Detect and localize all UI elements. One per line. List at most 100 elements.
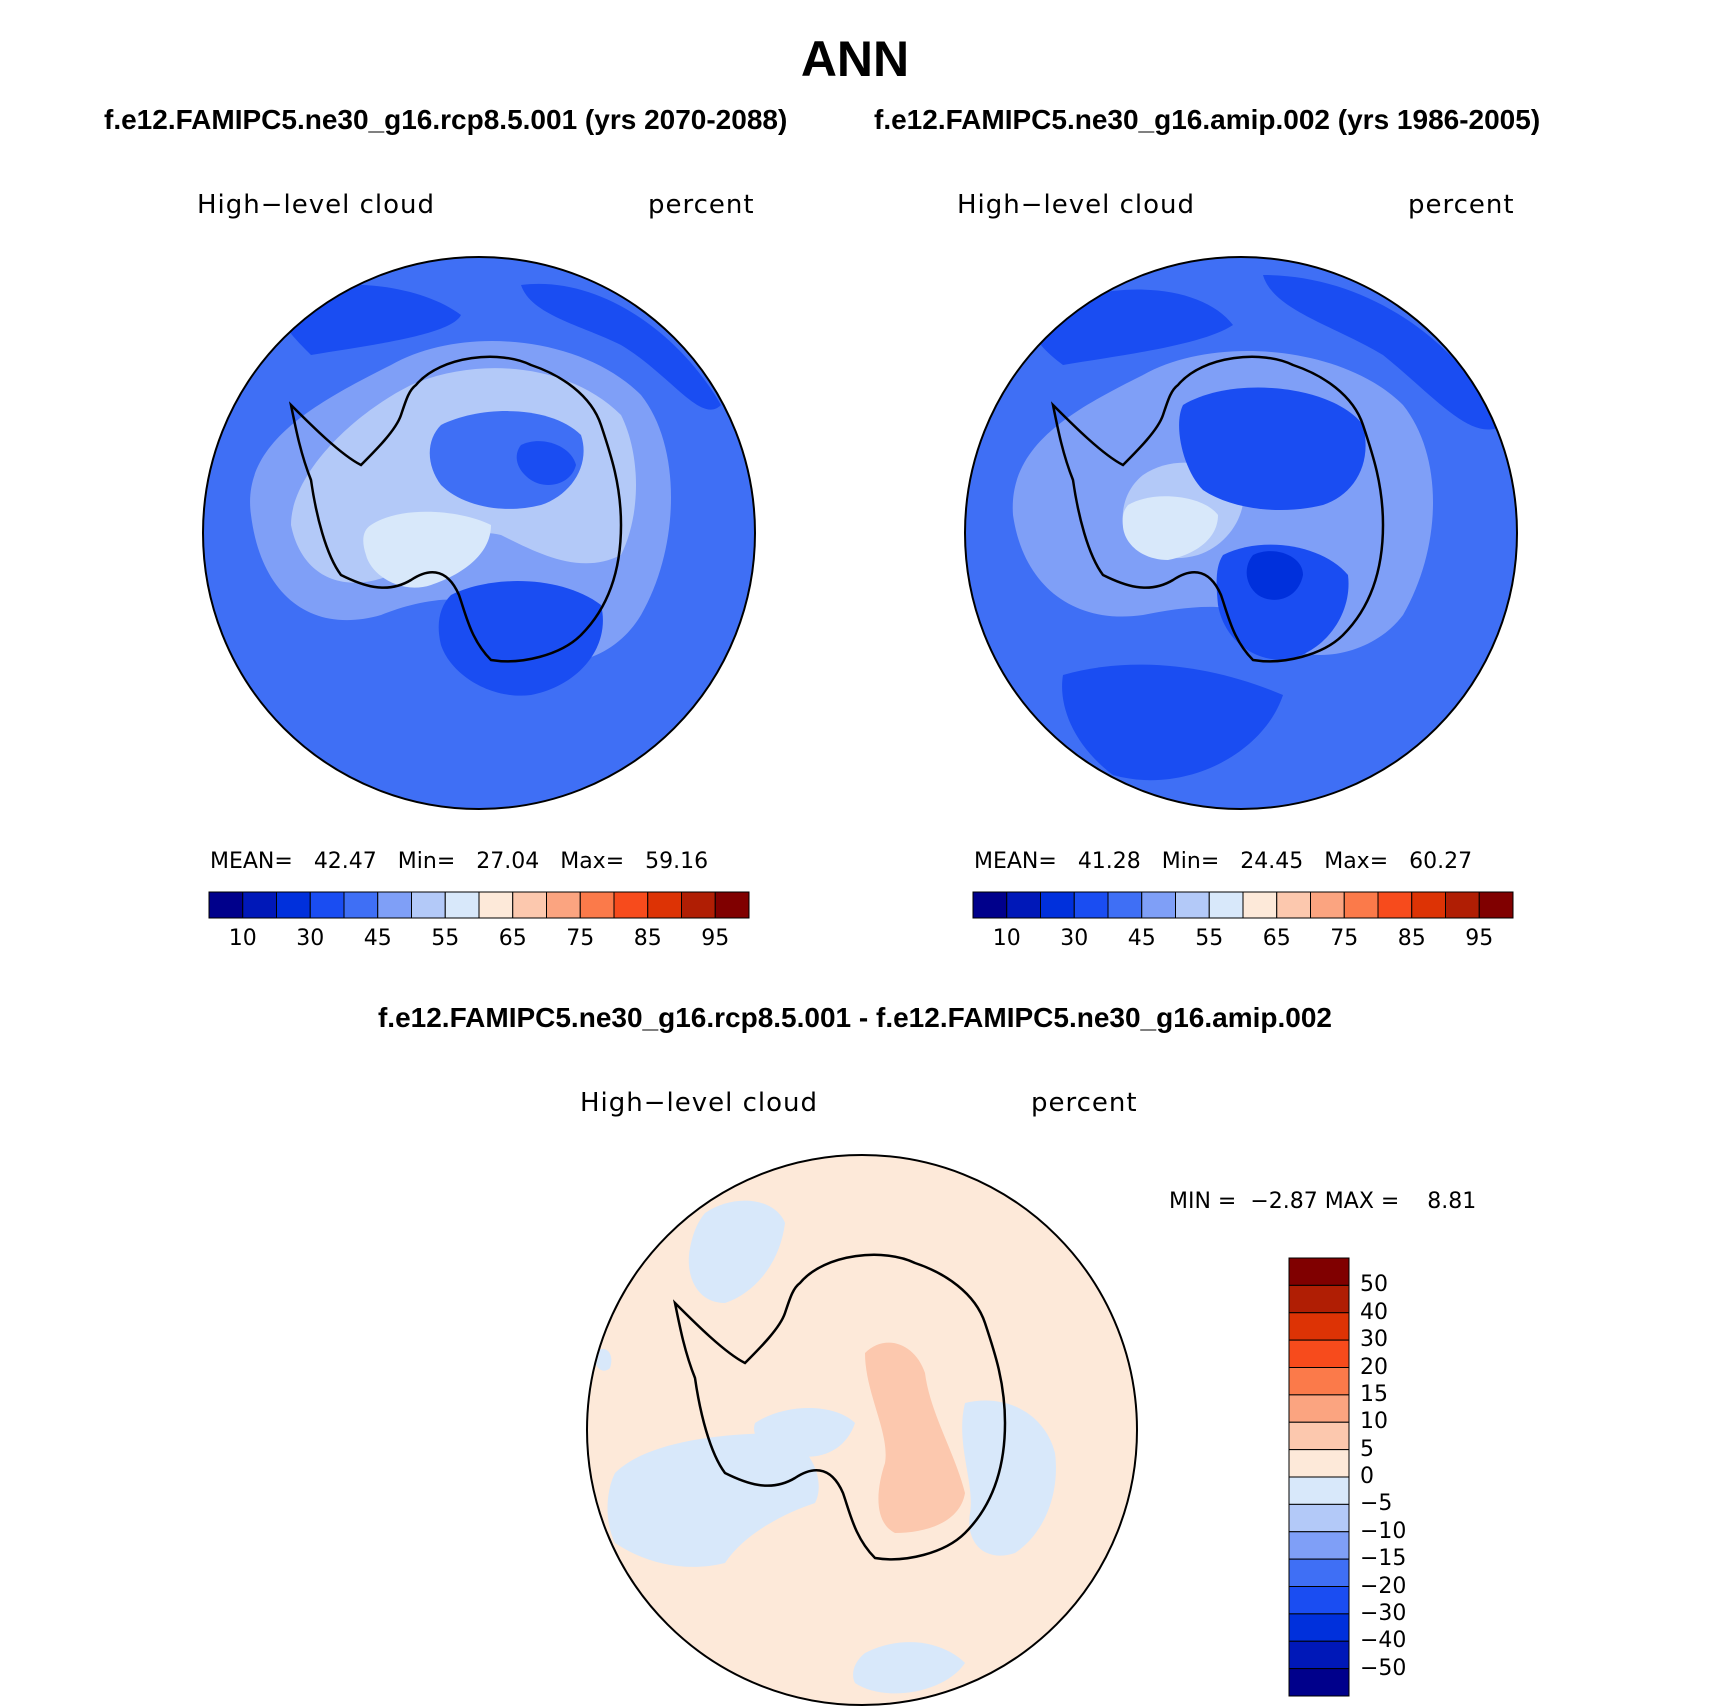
colorbar-swatch <box>1040 891 1075 919</box>
mean-label: MEAN= <box>974 849 1057 874</box>
max-value: 59.16 <box>645 849 709 874</box>
colorbar-tick-label: −20 <box>1360 1573 1407 1599</box>
panel2-stats: MEAN= 41.28 Min= 24.45 Max= 60.27 <box>974 849 1472 874</box>
colorbar-swatch <box>1478 891 1514 919</box>
colorbar-swatch <box>1073 891 1109 919</box>
colorbar-swatch <box>1288 1449 1350 1478</box>
colorbar-swatch <box>309 891 345 919</box>
colorbar-swatch <box>1006 891 1041 919</box>
colorbar-tick-label: 30 <box>296 926 325 951</box>
diff-colorbar <box>1288 1257 1350 1697</box>
colorbar-swatch <box>1288 1531 1350 1560</box>
negative-region <box>688 1200 785 1303</box>
colorbar-swatch <box>208 891 244 919</box>
colorbar-swatch <box>1288 1339 1350 1368</box>
deep-region <box>1263 275 1503 430</box>
colorbar-tick-label: 95 <box>701 926 730 951</box>
colorbar-swatch <box>1288 1613 1350 1642</box>
min-label: MIN = <box>1169 1189 1237 1214</box>
mean-value: 42.47 <box>313 849 377 874</box>
colorbar-tick-label: 40 <box>1360 1299 1388 1325</box>
center-low <box>1246 551 1303 600</box>
panel1-stats: MEAN= 42.47 Min= 27.04 Max= 59.16 <box>210 849 708 874</box>
colorbar-swatch <box>276 891 311 919</box>
max-label: Max= <box>560 849 625 874</box>
colorbar-tick-label: 65 <box>498 926 527 951</box>
colorbar-swatch <box>714 891 750 919</box>
colorbar-swatch <box>1288 1394 1350 1423</box>
colorbar-swatch <box>1141 891 1176 919</box>
panel2-colorbar-ticks: 10 30 45 55 65 75 85 95 <box>973 926 1513 956</box>
colorbar-swatch <box>1411 891 1446 919</box>
diff-units-label: percent <box>1031 1088 1138 1118</box>
colorbar-swatch <box>1288 1367 1350 1396</box>
figure-title: ANN <box>800 31 910 87</box>
colorbar-swatch <box>1276 891 1311 919</box>
colorbar-tick-label: −40 <box>1360 1628 1407 1654</box>
panel1-case-title: f.e12.FAMIPC5.ne30_g16.rcp8.5.001 (yrs 2… <box>104 104 788 135</box>
coastline <box>672 1253 1007 1561</box>
colorbar-tick-label: 30 <box>1360 1327 1388 1353</box>
colorbar-swatch <box>1175 891 1210 919</box>
interior-region <box>1179 387 1366 510</box>
min-label: Min= <box>1161 849 1220 874</box>
min-value: 27.04 <box>476 849 540 874</box>
colorbar-swatch <box>647 891 682 919</box>
min-value: −2.87 <box>1250 1189 1318 1214</box>
colorbar-tick-label: 65 <box>1262 926 1291 951</box>
colorbar-swatch <box>1377 891 1413 919</box>
colorbar-tick-label: 85 <box>633 926 662 951</box>
colorbar-tick-label: 55 <box>431 926 460 951</box>
lower-deep <box>438 581 603 696</box>
colorbar-tick-label: −50 <box>1360 1655 1407 1681</box>
colorbar-swatch <box>1288 1284 1350 1314</box>
colorbar-swatch <box>343 891 379 919</box>
colorbar-tick-label: 5 <box>1360 1436 1374 1462</box>
map-border <box>964 256 1518 810</box>
colorbar-tick-label: 10 <box>992 926 1021 951</box>
panel2-case-title: f.e12.FAMIPC5.ne30_g16.amip.002 (yrs 198… <box>874 104 1541 135</box>
peak-region <box>363 511 491 588</box>
panel2-units-label: percent <box>1408 190 1515 220</box>
diff-polar-map <box>586 1154 1138 1706</box>
colorbar-tick-label: 50 <box>1360 1272 1388 1298</box>
colorbar-swatch <box>1445 891 1480 919</box>
colorbar-swatch <box>1288 1586 1350 1615</box>
colorbar-tick-label: 75 <box>1330 926 1359 951</box>
colorbar-swatch <box>1208 891 1244 919</box>
colorbar-swatch <box>1107 891 1143 919</box>
max-value: 60.27 <box>1409 849 1473 874</box>
colorbar-swatch <box>1288 1312 1350 1341</box>
colorbar-swatch <box>1288 1476 1350 1505</box>
max-label: Max= <box>1324 849 1389 874</box>
min-value: 24.45 <box>1240 849 1304 874</box>
colorbar-tick-label: 10 <box>1360 1409 1388 1435</box>
diff-case-title: f.e12.FAMIPC5.ne30_g16.rcp8.5.001 - f.e1… <box>377 1002 1333 1033</box>
map-border <box>202 256 756 810</box>
colorbar-tick-label: 45 <box>363 926 392 951</box>
max-value: 8.81 <box>1427 1189 1477 1214</box>
max-label: MAX = <box>1324 1189 1400 1214</box>
mean-value: 41.28 <box>1077 849 1141 874</box>
colorbar-tick-label: 95 <box>1465 926 1494 951</box>
colorbar-tick-label: −30 <box>1360 1600 1407 1626</box>
negative-region <box>962 1400 1056 1556</box>
colorbar-swatch <box>478 891 514 919</box>
colorbar-tick-label: 20 <box>1360 1354 1388 1380</box>
colorbar-tick-label: 85 <box>1397 926 1426 951</box>
diff-colorbar-ticks: 50 40 30 20 15 10 5 0 −5 −10 −15 −20 −30 −40 −50 <box>1360 1257 1440 1697</box>
panel1-polar-map <box>202 256 756 810</box>
diff-minmax: MIN = −2.87 MAX = 8.81 <box>1169 1189 1476 1214</box>
colorbar-tick-label: 75 <box>566 926 595 951</box>
negative-region <box>853 1642 965 1694</box>
colorbar-swatch <box>1288 1668 1350 1697</box>
colorbar-swatch <box>444 891 480 919</box>
colorbar-swatch <box>1288 1257 1350 1286</box>
colorbar-swatch <box>1310 891 1345 919</box>
colorbar-swatch <box>579 891 615 919</box>
panel1-units-label: percent <box>648 190 755 220</box>
colorbar-swatch <box>1288 1421 1350 1451</box>
negative-region <box>754 1408 855 1457</box>
mean-label: MEAN= <box>210 849 293 874</box>
colorbar-swatch <box>1343 891 1379 919</box>
